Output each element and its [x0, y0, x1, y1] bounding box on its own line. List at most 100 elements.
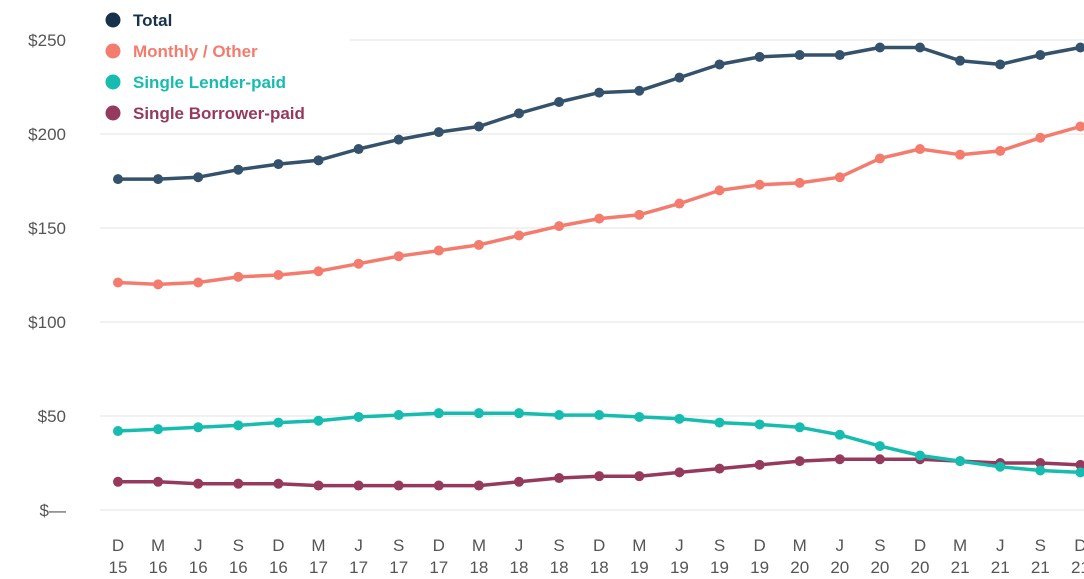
x-axis: D 15 M 16 J 16 S 16 D 16 M 17 J 17 S 17 D 17 M 18 J 18 S 18 D 18 M…	[109, 536, 1084, 577]
legend-item: Total	[100, 7, 350, 33]
x-tick-label: M	[311, 536, 325, 555]
x-tick-label: 17	[309, 558, 328, 577]
data-point-single-lender-paid	[153, 424, 164, 435]
data-point-single-lender-paid	[714, 417, 725, 428]
data-point-monthly-other	[313, 266, 324, 277]
data-point-single-borrower-paid	[634, 471, 645, 482]
y-tick-label: $50	[38, 407, 66, 426]
data-point-single-lender-paid	[313, 415, 324, 426]
data-point-single-lender-paid	[193, 422, 204, 433]
x-tick-label: 19	[710, 558, 729, 577]
data-point-total	[794, 50, 805, 61]
x-tick-label: J	[194, 536, 203, 555]
series-monthly-other	[113, 121, 1084, 290]
legend-label: Single Borrower-paid	[133, 104, 305, 123]
x-tick-label: D	[433, 536, 445, 555]
data-point-total	[273, 159, 284, 170]
data-point-single-borrower-paid	[113, 476, 123, 487]
data-point-monthly-other	[1075, 121, 1084, 132]
data-point-single-borrower-paid	[554, 473, 565, 484]
y-tick-label: $100	[28, 313, 66, 332]
series-line-single-lender-paid	[116, 411, 1083, 475]
x-tick-label: 21	[1071, 558, 1084, 577]
x-tick-label: 15	[109, 558, 128, 577]
data-point-single-borrower-paid	[433, 480, 444, 491]
x-tick-label: 17	[389, 558, 408, 577]
x-tick-label: M	[632, 536, 646, 555]
data-point-total	[674, 72, 685, 83]
data-point-monthly-other	[674, 198, 685, 209]
legend-item-background	[100, 7, 350, 33]
data-point-monthly-other	[433, 245, 444, 256]
x-tick-label: 16	[229, 558, 248, 577]
x-tick-label: 16	[269, 558, 288, 577]
data-point-total	[113, 174, 123, 185]
data-point-single-lender-paid	[674, 413, 685, 424]
data-point-single-borrower-paid	[754, 459, 765, 470]
x-tick-label: 16	[149, 558, 168, 577]
x-tick-label: 20	[870, 558, 889, 577]
data-point-monthly-other	[393, 251, 404, 262]
x-tick-label: D	[272, 536, 284, 555]
data-point-total	[1075, 42, 1084, 53]
x-tick-label: J	[354, 536, 363, 555]
data-point-monthly-other	[554, 221, 565, 232]
x-tick-label: D	[593, 536, 605, 555]
data-point-total	[193, 172, 204, 183]
x-tick-label: S	[874, 536, 885, 555]
legend-label: Total	[133, 11, 172, 30]
x-tick-label: D	[914, 536, 926, 555]
data-point-total	[393, 134, 404, 145]
x-tick-label: D	[1074, 536, 1084, 555]
data-point-monthly-other	[233, 271, 244, 282]
data-point-single-borrower-paid	[393, 480, 404, 491]
data-point-total	[915, 42, 925, 53]
x-tick-label: J	[675, 536, 684, 555]
legend-item-background	[100, 100, 350, 126]
legend-item: Monthly / Other	[100, 38, 350, 64]
data-point-monthly-other	[955, 149, 966, 160]
data-point-single-lender-paid	[1075, 467, 1084, 478]
legend-marker	[105, 105, 121, 121]
data-point-single-lender-paid	[353, 411, 364, 422]
y-tick-label: $—	[40, 501, 66, 520]
data-point-single-borrower-paid	[473, 480, 484, 491]
data-point-total	[874, 42, 885, 53]
data-point-monthly-other	[594, 213, 605, 224]
legend-item: Single Lender-paid	[100, 69, 350, 95]
x-tick-label: 21	[1031, 558, 1050, 577]
x-tick-label: M	[151, 536, 165, 555]
data-point-single-lender-paid	[955, 456, 966, 467]
data-point-single-lender-paid	[594, 410, 605, 421]
data-point-monthly-other	[915, 144, 925, 155]
data-point-single-lender-paid	[514, 408, 524, 419]
data-point-single-borrower-paid	[1035, 458, 1046, 468]
data-point-single-lender-paid	[754, 419, 765, 430]
legend-item: Single Borrower-paid	[100, 100, 350, 126]
data-point-single-lender-paid	[995, 461, 1006, 472]
x-tick-label: S	[233, 536, 244, 555]
x-tick-label: 21	[991, 558, 1010, 577]
data-point-single-lender-paid	[273, 417, 284, 428]
x-tick-label: D	[753, 536, 765, 555]
data-point-total	[233, 164, 244, 175]
x-tick-label: 21	[951, 558, 970, 577]
data-point-single-lender-paid	[794, 422, 805, 433]
data-point-single-borrower-paid	[233, 478, 244, 489]
data-point-single-borrower-paid	[353, 480, 364, 491]
data-point-monthly-other	[473, 239, 484, 250]
data-point-single-borrower-paid	[674, 467, 685, 478]
x-tick-label: 18	[590, 558, 609, 577]
data-point-total	[153, 174, 164, 185]
data-point-total	[955, 55, 966, 66]
data-point-monthly-other	[834, 172, 845, 183]
x-tick-label: 19	[750, 558, 769, 577]
data-point-single-lender-paid	[834, 429, 845, 440]
data-point-single-lender-paid	[1035, 465, 1046, 476]
data-point-monthly-other	[634, 209, 645, 220]
x-tick-label: 18	[510, 558, 529, 577]
data-point-total	[714, 59, 725, 70]
data-point-monthly-other	[1035, 132, 1046, 143]
x-tick-label: 18	[469, 558, 488, 577]
